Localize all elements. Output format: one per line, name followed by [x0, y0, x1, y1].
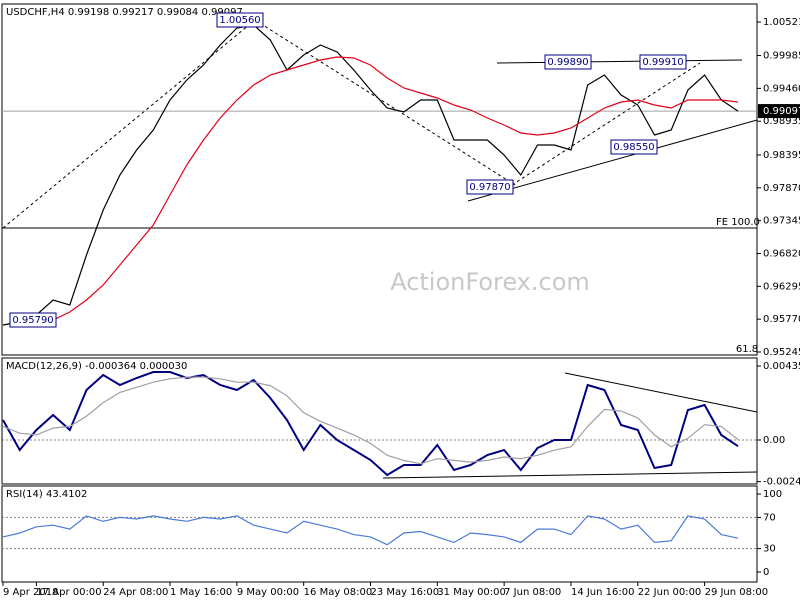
- x-tick-label: 1 May 16:00: [170, 587, 232, 598]
- x-tick-label: 7 Jun 08:00: [504, 587, 561, 598]
- annotation: FE 100.0: [716, 217, 760, 228]
- trendline: [467, 119, 758, 202]
- y-tick-label: 0.95245: [763, 347, 800, 358]
- trendline: [254, 19, 516, 186]
- trendline: [382, 471, 758, 479]
- y-tick-label: 0: [763, 567, 769, 578]
- y-tick-label: 0.97870: [763, 183, 800, 194]
- annotation-box: [610, 139, 658, 155]
- trendline: [564, 372, 758, 413]
- x-tick-label: 31 May 00:00: [437, 587, 506, 598]
- annotation: 0.95790: [12, 315, 53, 326]
- y-tick-label: -0.002448: [763, 477, 800, 488]
- annotation: 0.99910: [642, 57, 683, 68]
- series-line: [2, 24, 739, 326]
- y-tick-label: 0.004351: [763, 361, 800, 372]
- annotation: 0.97870: [469, 182, 510, 193]
- y-tick-label: 0.99985: [763, 51, 800, 62]
- y-tick-label: 0.98935: [763, 116, 800, 127]
- panel-title: RSI(14) 43.4102: [6, 489, 87, 500]
- annotation-box: [544, 54, 592, 70]
- annotation: 0.99890: [547, 57, 588, 68]
- trendline: [2, 19, 256, 229]
- watermark: ActionForex.com: [390, 268, 590, 296]
- x-tick-label: 17 Apr 00:00: [36, 587, 101, 598]
- x-tick-label: 16 May 08:00: [304, 587, 373, 598]
- trendline: [496, 59, 743, 64]
- y-tick-label: 30: [763, 544, 776, 555]
- annotation: 0.98550: [613, 142, 654, 153]
- y-tick-label: 0.00: [763, 435, 785, 446]
- annotation-box: [9, 312, 57, 328]
- annotation: 61.8: [736, 344, 758, 355]
- panel-title: USDCHF,H4 0.99198 0.99217 0.99084 0.9909…: [6, 7, 243, 18]
- x-tick-label: 14 Jun 16:00: [571, 587, 635, 598]
- annotation-box: [216, 12, 264, 28]
- y-tick-label: 0.96295: [763, 281, 800, 292]
- series-line: [2, 376, 739, 465]
- price-panel: [1, 3, 758, 356]
- last-price-label: 0.99097: [763, 106, 800, 117]
- y-tick-label: 70: [763, 512, 776, 523]
- series-line: [2, 371, 739, 477]
- x-tick-label: 23 May 16:00: [371, 587, 440, 598]
- annotation-box: [466, 179, 514, 195]
- series-line: [36, 56, 739, 323]
- macd-panel: [1, 357, 758, 485]
- x-tick-label: 9 May 00:00: [237, 587, 299, 598]
- annotation: 1.00560: [219, 15, 260, 26]
- trendline: [511, 62, 701, 186]
- y-tick-label: 100: [763, 489, 782, 500]
- y-tick-label: 0.97345: [763, 216, 800, 227]
- x-tick-label: 22 Jun 00:00: [638, 587, 702, 598]
- y-tick-label: 0.98395: [763, 150, 800, 161]
- rsi-panel: [1, 485, 758, 583]
- series-line: [2, 515, 739, 546]
- y-tick-label: 1.00521: [763, 17, 800, 28]
- x-tick-label: 29 Jun 08:00: [705, 587, 769, 598]
- x-tick-label: 24 Apr 08:00: [103, 587, 168, 598]
- last-price-box: [758, 104, 800, 119]
- annotation-box: [639, 54, 687, 70]
- panel-title: MACD(12,26,9) -0.000364 0.000030: [6, 361, 187, 372]
- x-tick-label: 9 Apr 2018: [3, 587, 58, 598]
